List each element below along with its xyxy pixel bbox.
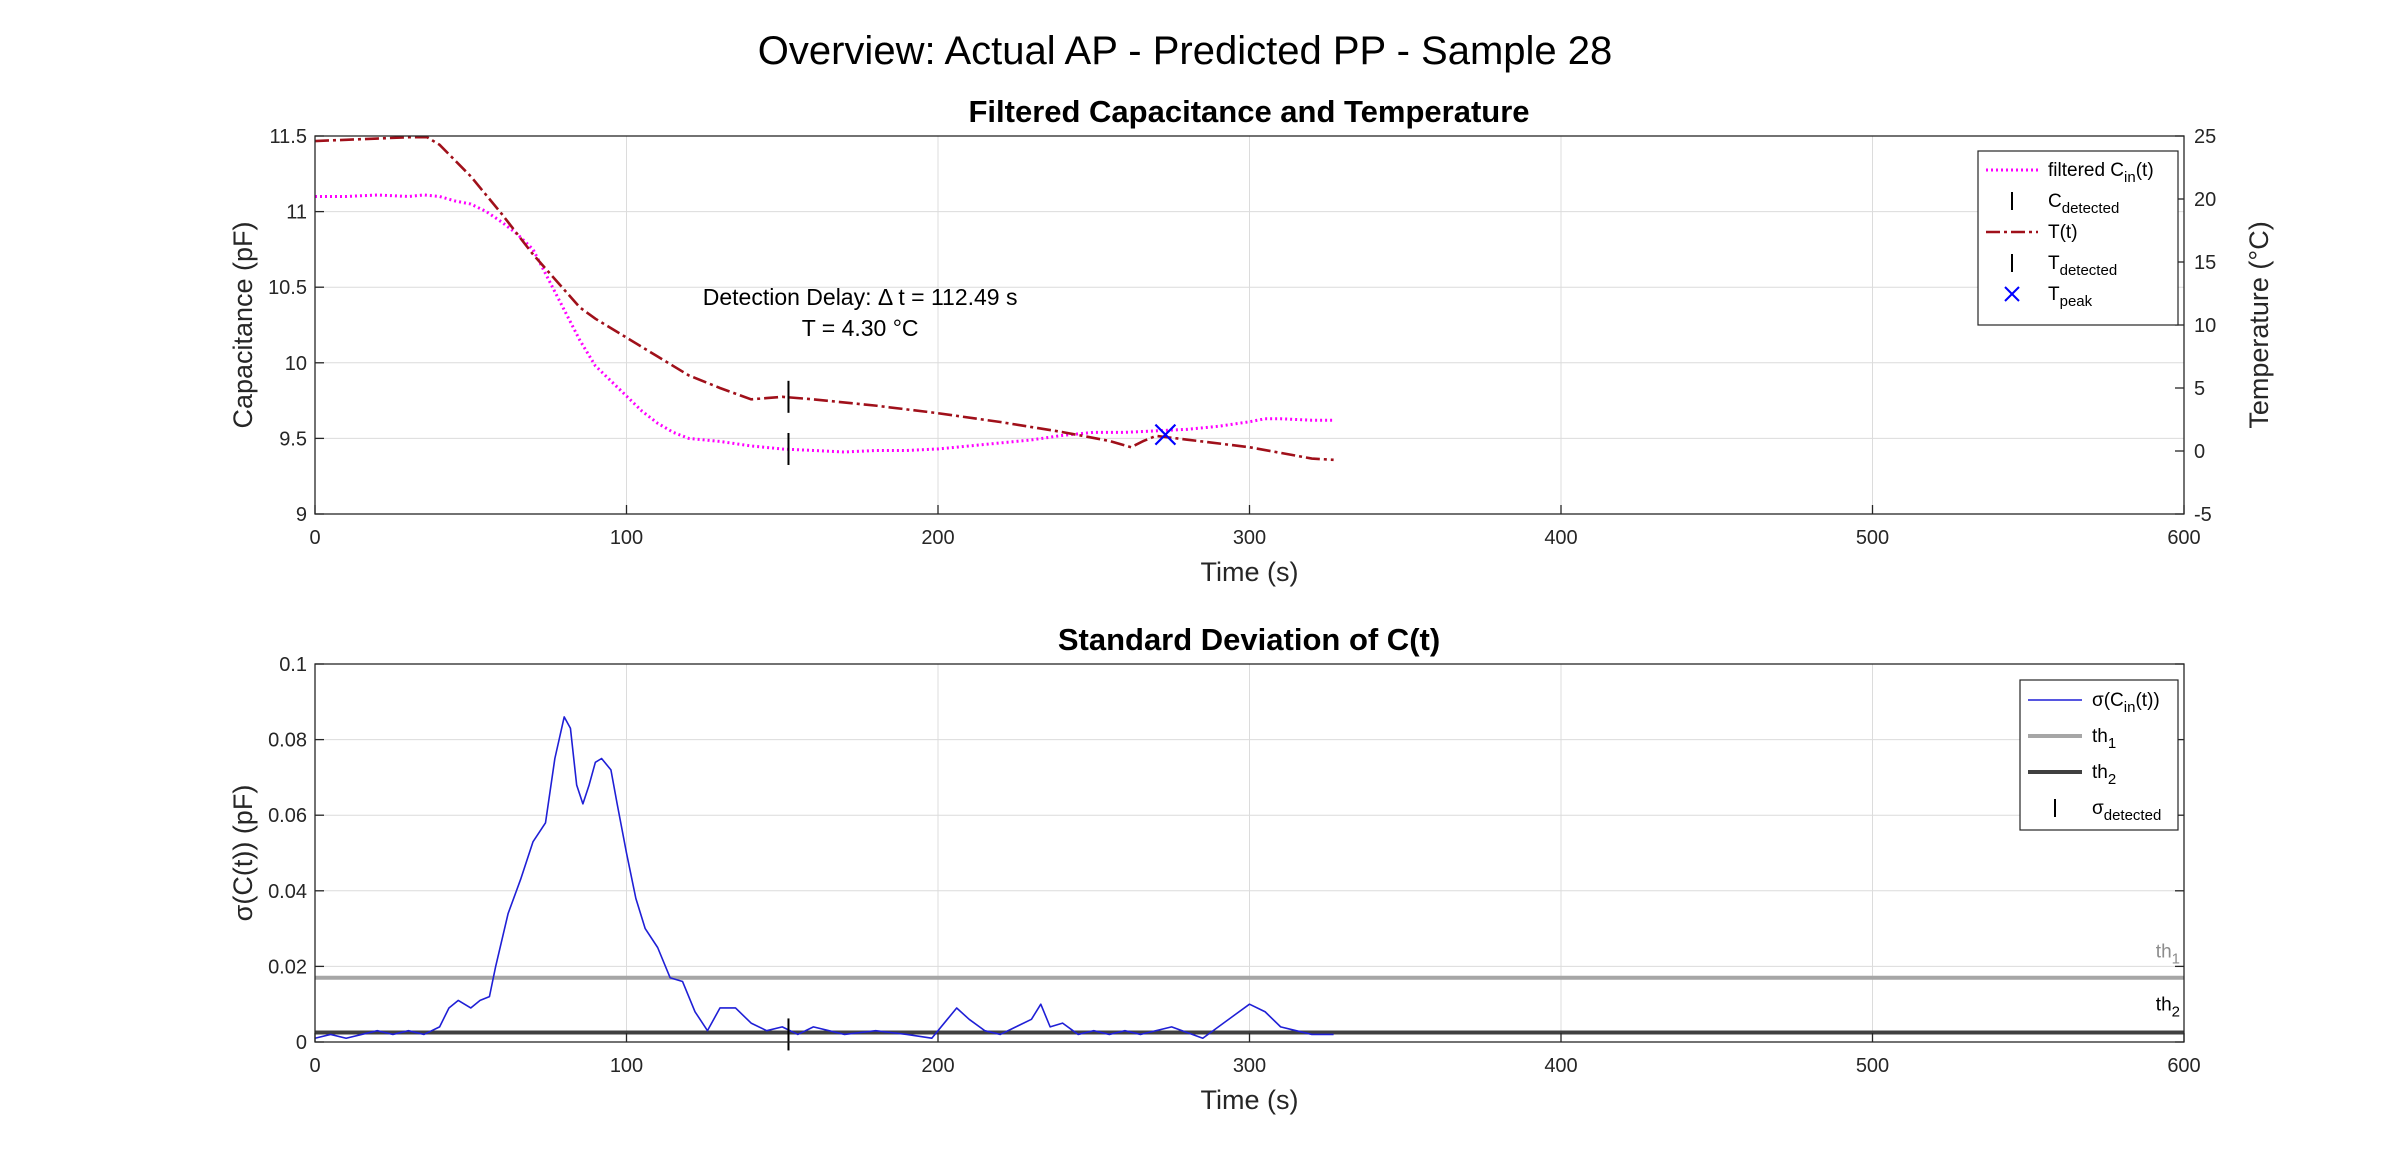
- top-y-tick-label: 11.5: [270, 126, 307, 148]
- bottom-y-tick-label: 0.1: [279, 654, 307, 676]
- temperature-peak-marker: [1154, 423, 1177, 446]
- bottom-x-tick-label: 100: [610, 1055, 643, 1077]
- bottom-x-tick-label: 400: [1544, 1055, 1577, 1077]
- bottom-y-axis-label: σ(C(t)) (pF): [228, 785, 258, 922]
- top-y2-tick-label: 5: [2194, 378, 2205, 400]
- bottom-legend: σ(Cin(t)) th1 th2 σdetected: [2019, 679, 2179, 831]
- top-y2-tick-label: 15: [2194, 252, 2216, 274]
- bottom-series: [314, 716, 2184, 1051]
- bottom-y-tick-label: 0.08: [268, 730, 307, 752]
- top-y-axis-label: Capacitance (pF): [228, 221, 258, 428]
- bottom-legend-label: σdetected: [2092, 798, 2161, 824]
- peak-marker-stroke: [1154, 423, 1177, 446]
- top-legend-symbol: [2004, 286, 2020, 302]
- top-legend-label: Cdetected: [2048, 191, 2119, 217]
- top-legend-label: T(t): [2048, 222, 2078, 243]
- top-y2-tick-label: 20: [2194, 189, 2216, 211]
- top-ticks: 0 100 200 300 400 500 600 9 9.5 10 10.5 11 11.5 -5 0 5 1…: [268, 126, 2216, 549]
- top-series: [314, 135, 1334, 465]
- bottom-ticks: 0 100 200 300 400 500 600 0 0.02 0.04 0.06 0.08 0.1: [268, 654, 2201, 1077]
- bottom-x-tick-label: 200: [921, 1055, 954, 1077]
- bottom-legend-label: th2: [2092, 762, 2116, 788]
- top-chart-title: Filtered Capacitance and Temperature: [968, 94, 1529, 129]
- top-legend-label: filtered Cin(t): [2048, 160, 2154, 186]
- bottom-grid: [314, 663, 2185, 1043]
- top-y-tick-label: 9: [296, 504, 307, 526]
- top-legend-label: Tpeak: [2048, 284, 2093, 310]
- threshold-2-label: th2: [2156, 995, 2180, 1021]
- bottom-chart-title: Standard Deviation of C(t): [1058, 622, 1440, 657]
- bottom-y-tick-label: 0.04: [268, 881, 307, 903]
- threshold-1-label: th1: [2156, 942, 2180, 968]
- bottom-x-tick-label: 600: [2167, 1055, 2200, 1077]
- top-y2-axis-label: Temperature (°C): [2244, 221, 2274, 428]
- top-y-tick-label: 10: [285, 353, 307, 375]
- top-x-tick-label: 600: [2167, 527, 2200, 549]
- bottom-y-tick-label: 0: [296, 1032, 307, 1054]
- top-x-axis-label: Time (s): [1201, 557, 1299, 587]
- sigma-line: [314, 716, 1334, 1040]
- bottom-legend-label: th1: [2092, 726, 2116, 752]
- top-x-tick-label: 0: [309, 527, 320, 549]
- top-x-tick-label: 300: [1233, 527, 1266, 549]
- top-x-tick-label: 200: [921, 527, 954, 549]
- capacitance-temperature-panel: Filtered Capacitance and Temperature 0 10…: [228, 94, 2274, 587]
- top-grid: [314, 135, 2185, 515]
- bottom-x-tick-label: 0: [309, 1055, 320, 1077]
- legend-peak-swatch: [2004, 286, 2020, 302]
- top-y2-tick-label: -5: [2194, 504, 2212, 526]
- top-x-tick-label: 400: [1544, 527, 1577, 549]
- top-y-tick-label: 10.5: [268, 277, 307, 299]
- top-legend-label: Tdetected: [2048, 253, 2117, 279]
- top-y2-tick-label: 25: [2194, 126, 2216, 148]
- bottom-y-tick-label: 0.06: [268, 805, 307, 827]
- std-deviation-panel: Standard Deviation of C(t) 0 100 200 300 400…: [228, 622, 2201, 1115]
- detection-delay-annotation: Detection Delay: Δ t = 112.49 s: [703, 284, 1018, 310]
- top-y-tick-label: 9.5: [279, 428, 307, 450]
- figure-suptitle: Overview: Actual AP - Predicted PP - Sam…: [758, 29, 1613, 73]
- top-y2-tick-label: 0: [2194, 441, 2205, 463]
- temperature-line: [314, 135, 1334, 462]
- top-y-tick-label: 11: [286, 202, 307, 224]
- bottom-x-axis-label: Time (s): [1201, 1085, 1299, 1115]
- filtered-capacitance-line: [315, 193, 1334, 454]
- detection-temperature-annotation: T = 4.30 °C: [802, 315, 919, 341]
- top-y2-tick-label: 10: [2194, 315, 2216, 337]
- bottom-y-tick-label: 0.02: [268, 956, 307, 978]
- bottom-legend-box: [2019, 679, 2179, 831]
- bottom-legend-label: σ(Cin(t)): [2092, 690, 2160, 716]
- bottom-x-tick-label: 500: [1856, 1055, 1889, 1077]
- top-x-tick-label: 500: [1856, 527, 1889, 549]
- threshold-labels: th1 th2: [2156, 942, 2180, 1021]
- bottom-x-tick-label: 300: [1233, 1055, 1266, 1077]
- top-x-tick-label: 100: [610, 527, 643, 549]
- top-legend: filtered Cin(t) Cdetected T(t) Tdetected Tpe…: [1977, 150, 2179, 326]
